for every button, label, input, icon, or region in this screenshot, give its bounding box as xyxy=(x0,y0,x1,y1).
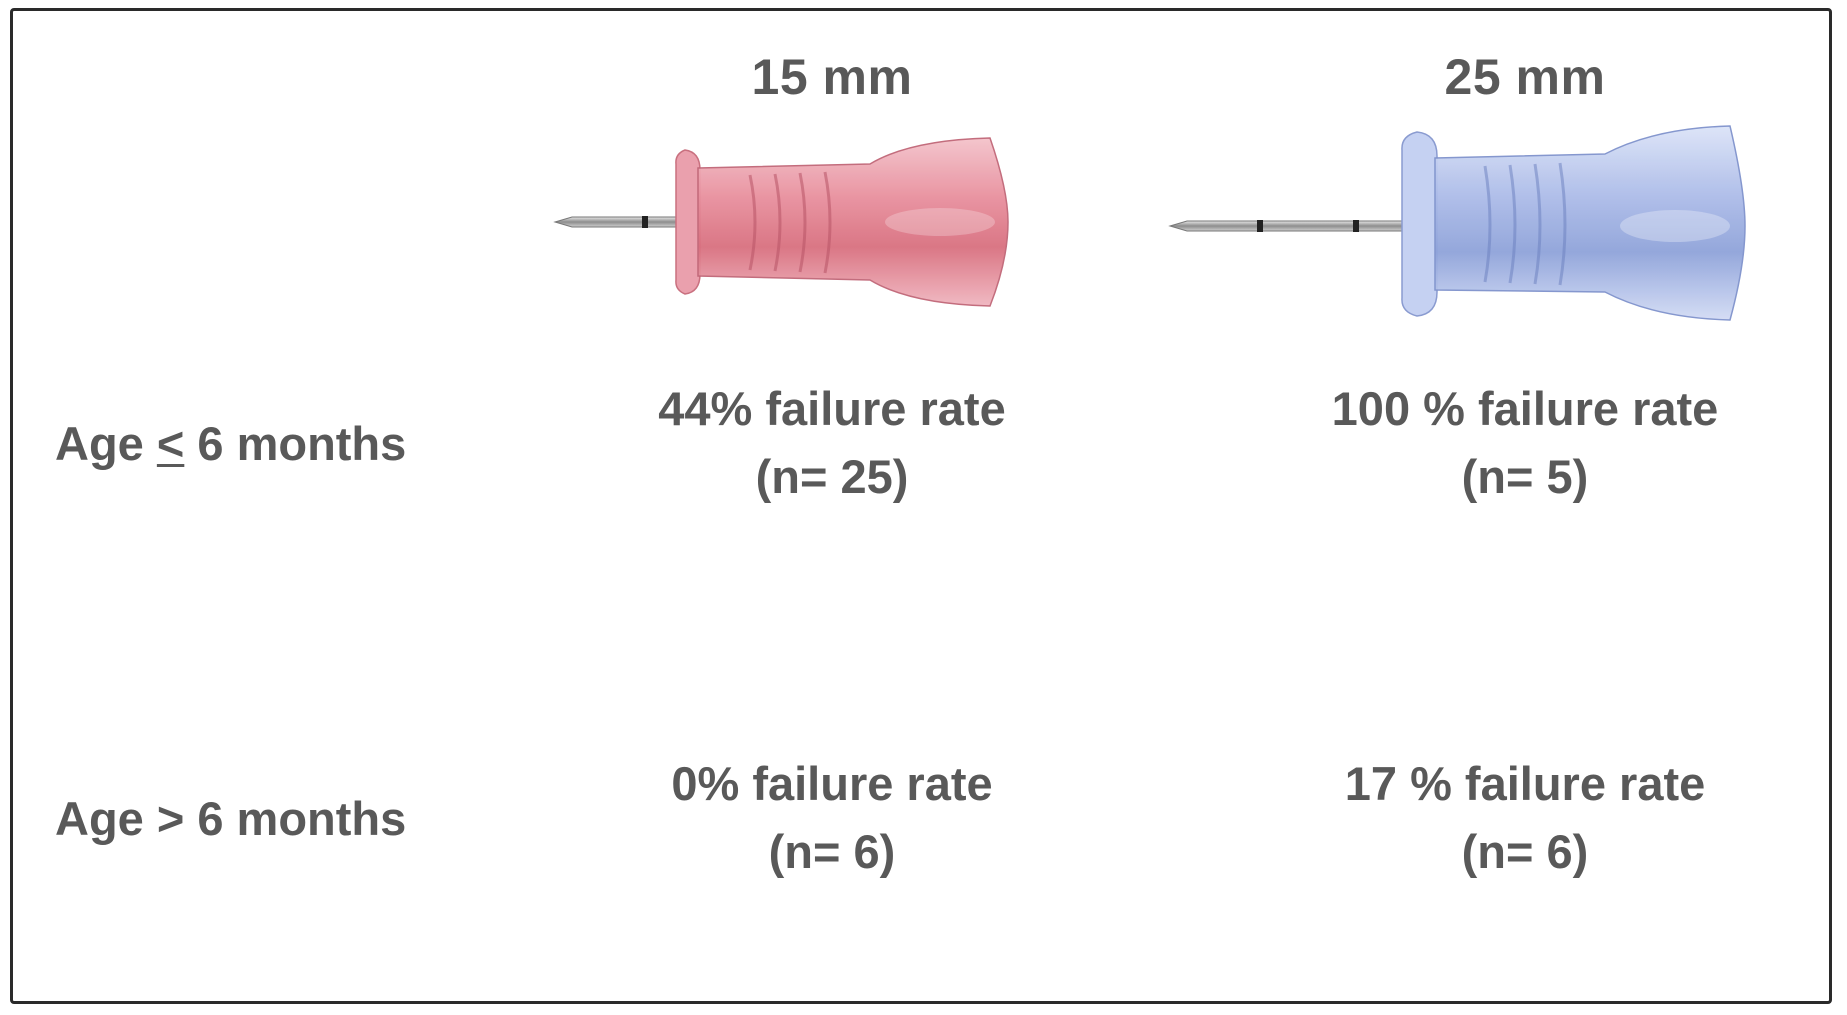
cell-25mm-age-under-6: 100 % failure rate (n= 5) xyxy=(1265,375,1785,511)
pink-pen-needle-15mm-icon xyxy=(553,137,1009,307)
row-label-age-under-6-months: Age < 6 months xyxy=(55,416,406,471)
failure-rate-text: 17 % failure rate xyxy=(1344,757,1706,810)
row-label-age-over-6-months: Age > 6 months xyxy=(55,792,407,845)
sample-size-text: (n= 5) xyxy=(1461,450,1589,503)
failure-rate-text: 100 % failure rate xyxy=(1331,382,1719,435)
failure-rate-text: 0% failure rate xyxy=(671,757,993,810)
table-frame xyxy=(10,8,1832,1004)
row-label-prefix: Age xyxy=(55,417,157,470)
failure-rate-text: 44% failure rate xyxy=(658,382,1006,435)
column-header-25mm: 25 mm xyxy=(1444,49,1606,105)
cell-25mm-age-over-6: 17 % failure rate (n= 6) xyxy=(1265,750,1785,886)
blue-pen-needle-25mm-icon xyxy=(1168,125,1746,321)
sample-size-text: (n= 25) xyxy=(755,450,909,503)
sample-size-text: (n= 6) xyxy=(768,825,896,878)
sample-size-text: (n= 6) xyxy=(1461,825,1589,878)
cell-15mm-age-under-6: 44% failure rate (n= 25) xyxy=(572,375,1092,511)
column-header-15mm: 15 mm xyxy=(751,49,913,105)
less-than-or-equal-symbol: < xyxy=(156,417,185,470)
row-label-suffix: 6 months xyxy=(184,417,407,470)
cell-15mm-age-over-6: 0% failure rate (n= 6) xyxy=(572,750,1092,886)
